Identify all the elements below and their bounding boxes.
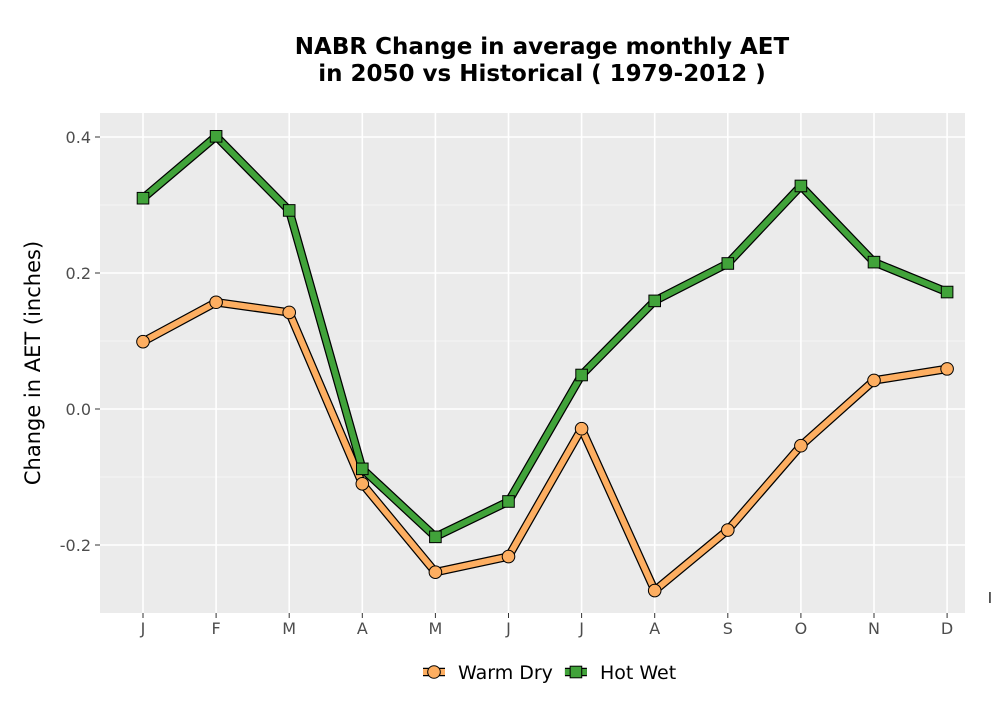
data-point-circle [940,362,954,376]
legend-label: Hot Wet [600,662,676,684]
x-tick-label: O [795,619,808,638]
data-point-circle [794,438,808,453]
data-point-circle [282,305,297,320]
data-point-square [136,191,150,205]
data-point-square [867,255,881,269]
series-layer [136,130,954,598]
y-axis-label: Change in AET (inches) [21,241,45,485]
x-tick-label: M [282,619,296,638]
y-tick-label: 0.2 [66,264,91,283]
data-point-circle [647,583,662,598]
x-tick-label: J [505,619,511,638]
x-tick-label: J [578,619,584,638]
x-tick-label: S [723,619,733,638]
data-point-circle [721,523,735,537]
data-point-square [940,285,954,299]
x-tick-label: M [428,619,442,638]
chart-title-line-2: in 2050 vs Historical ( 1979-2012 ) [318,61,765,87]
data-point-circle [574,421,589,436]
grid-layer [100,113,965,613]
legend: Warm Dry Hot Wet [423,662,676,684]
plot-panel [100,113,965,613]
y-tick-label: 0.4 [66,128,91,147]
x-tick-label: F [211,619,220,638]
y-tick-label: -0.2 [60,536,91,555]
data-point-square [502,495,515,508]
data-point-square [648,294,662,308]
x-tick-label: A [357,619,368,638]
data-point-square [429,530,442,544]
data-point-square [794,179,808,193]
series-line [141,132,949,541]
data-point-circle [867,373,881,388]
data-point-circle [136,334,150,349]
legend-key-square [569,665,583,679]
x-tick-label: D [941,619,953,638]
series-line [141,299,948,596]
data-point-square [209,130,223,143]
data-point-square [282,204,296,217]
x-tick-label: A [649,619,660,638]
data-point-square [356,462,369,476]
stray-label: l [988,591,992,607]
axis-layer: -0.2 0.0 0.2 0.4 J F M A M J J A S O N D [60,128,953,638]
legend-key-circle [427,665,441,679]
data-point-square [575,368,588,382]
y-tick-label: 0.0 [66,400,91,419]
data-point-circle [355,477,370,491]
x-tick-label: J [140,619,146,638]
data-point-circle [428,565,443,580]
data-point-circle [501,549,516,564]
data-point-square [721,257,735,270]
data-point-circle [209,295,223,310]
chart-title-line-1: NABR Change in average monthly AET [295,34,790,60]
legend-label: Warm Dry [458,662,553,684]
x-tick-label: N [868,619,880,638]
